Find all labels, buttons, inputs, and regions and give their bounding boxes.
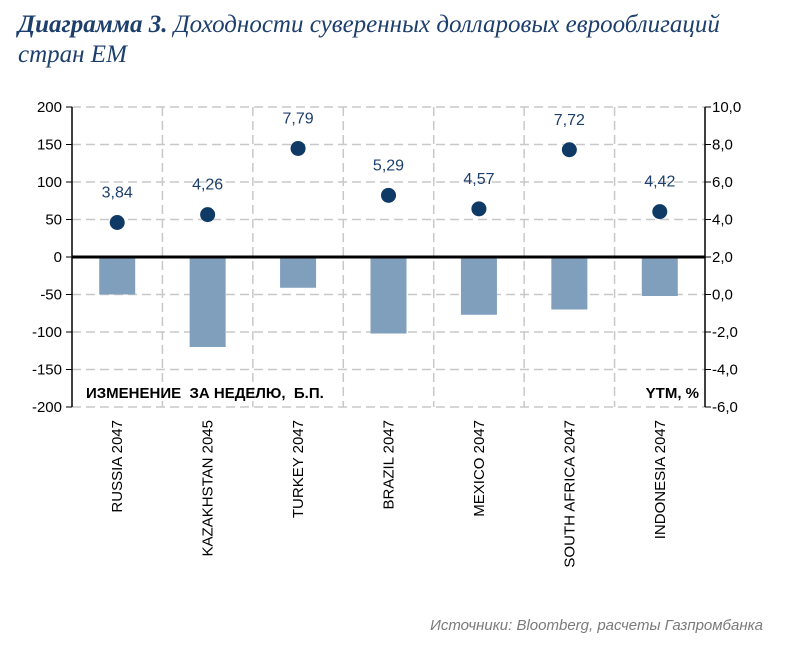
- left-tick-label: -200: [32, 399, 62, 416]
- left-axis-annotation: ИЗМЕНЕНИЕ ЗА НЕДЕЛЮ, Б.П.: [86, 385, 324, 402]
- category-label: SOUTH AFRICA 2047: [561, 420, 578, 568]
- ytm-data-label: 3,84: [102, 185, 133, 202]
- chart-title-text: Доходности суверенных долларовых еврообл…: [18, 11, 720, 68]
- category-label: TURKEY 2047: [290, 420, 307, 518]
- right-tick-label: -2,0: [712, 324, 738, 341]
- ytm-data-label: 4,57: [463, 171, 494, 188]
- source-note: Источники: Bloomberg, расчеты Газпромбан…: [430, 617, 763, 634]
- ytm-point-5: [471, 201, 487, 217]
- left-tick-label: -50: [40, 287, 62, 304]
- left-tick-label: 200: [37, 99, 62, 116]
- left-tick-label: -100: [32, 324, 62, 341]
- left-tick-label: 100: [37, 174, 62, 191]
- left-tick-label: 50: [45, 212, 62, 229]
- bar-7: [641, 257, 678, 296]
- ytm-point-1: [109, 215, 125, 230]
- chart-title: Диаграмма 3. Доходности суверенных долла…: [18, 10, 778, 70]
- right-tick-label: 10,0: [712, 99, 741, 116]
- bar-5: [460, 257, 497, 315]
- category-label: RUSSIA 2047: [109, 420, 126, 513]
- ytm-point-2: [200, 207, 216, 223]
- category-label: KAZAKHSTAN 2045: [200, 420, 217, 556]
- left-tick-label: 150: [37, 137, 62, 154]
- bar-3: [280, 257, 317, 288]
- category-label: MEXICO 2047: [471, 420, 488, 517]
- ytm-data-label: 7,79: [283, 110, 314, 127]
- ytm-data-label: 4,42: [644, 174, 675, 191]
- bar-2: [189, 257, 226, 347]
- left-tick-label: 0: [54, 249, 62, 266]
- right-tick-label: 8,0: [712, 137, 733, 154]
- ytm-data-label: 5,29: [373, 157, 404, 174]
- ytm-point-3: [290, 140, 306, 156]
- ytm-point-6: [561, 142, 577, 158]
- right-tick-label: 6,0: [712, 174, 733, 191]
- right-tick-label: 4,0: [712, 212, 733, 229]
- category-label: BRAZIL 2047: [381, 420, 398, 510]
- bar-4: [370, 257, 407, 334]
- right-tick-label: -6,0: [712, 399, 738, 416]
- ytm-point-4: [381, 187, 396, 203]
- right-tick-label: 0,0: [712, 287, 733, 304]
- chart-title-number: Диаграмма 3.: [18, 11, 168, 38]
- ytm-point-7: [652, 204, 668, 220]
- left-tick-label: -150: [32, 362, 62, 379]
- category-label: INDONESIA 2047: [652, 420, 669, 539]
- ytm-data-label: 7,72: [554, 112, 585, 129]
- right-tick-label: 2,0: [712, 249, 733, 266]
- bar-6: [551, 257, 588, 310]
- ytm-data-label: 4,26: [192, 177, 223, 194]
- right-axis-annotation: YTM, %: [646, 385, 699, 402]
- bar-1: [99, 257, 136, 295]
- right-tick-label: -4,0: [712, 362, 738, 379]
